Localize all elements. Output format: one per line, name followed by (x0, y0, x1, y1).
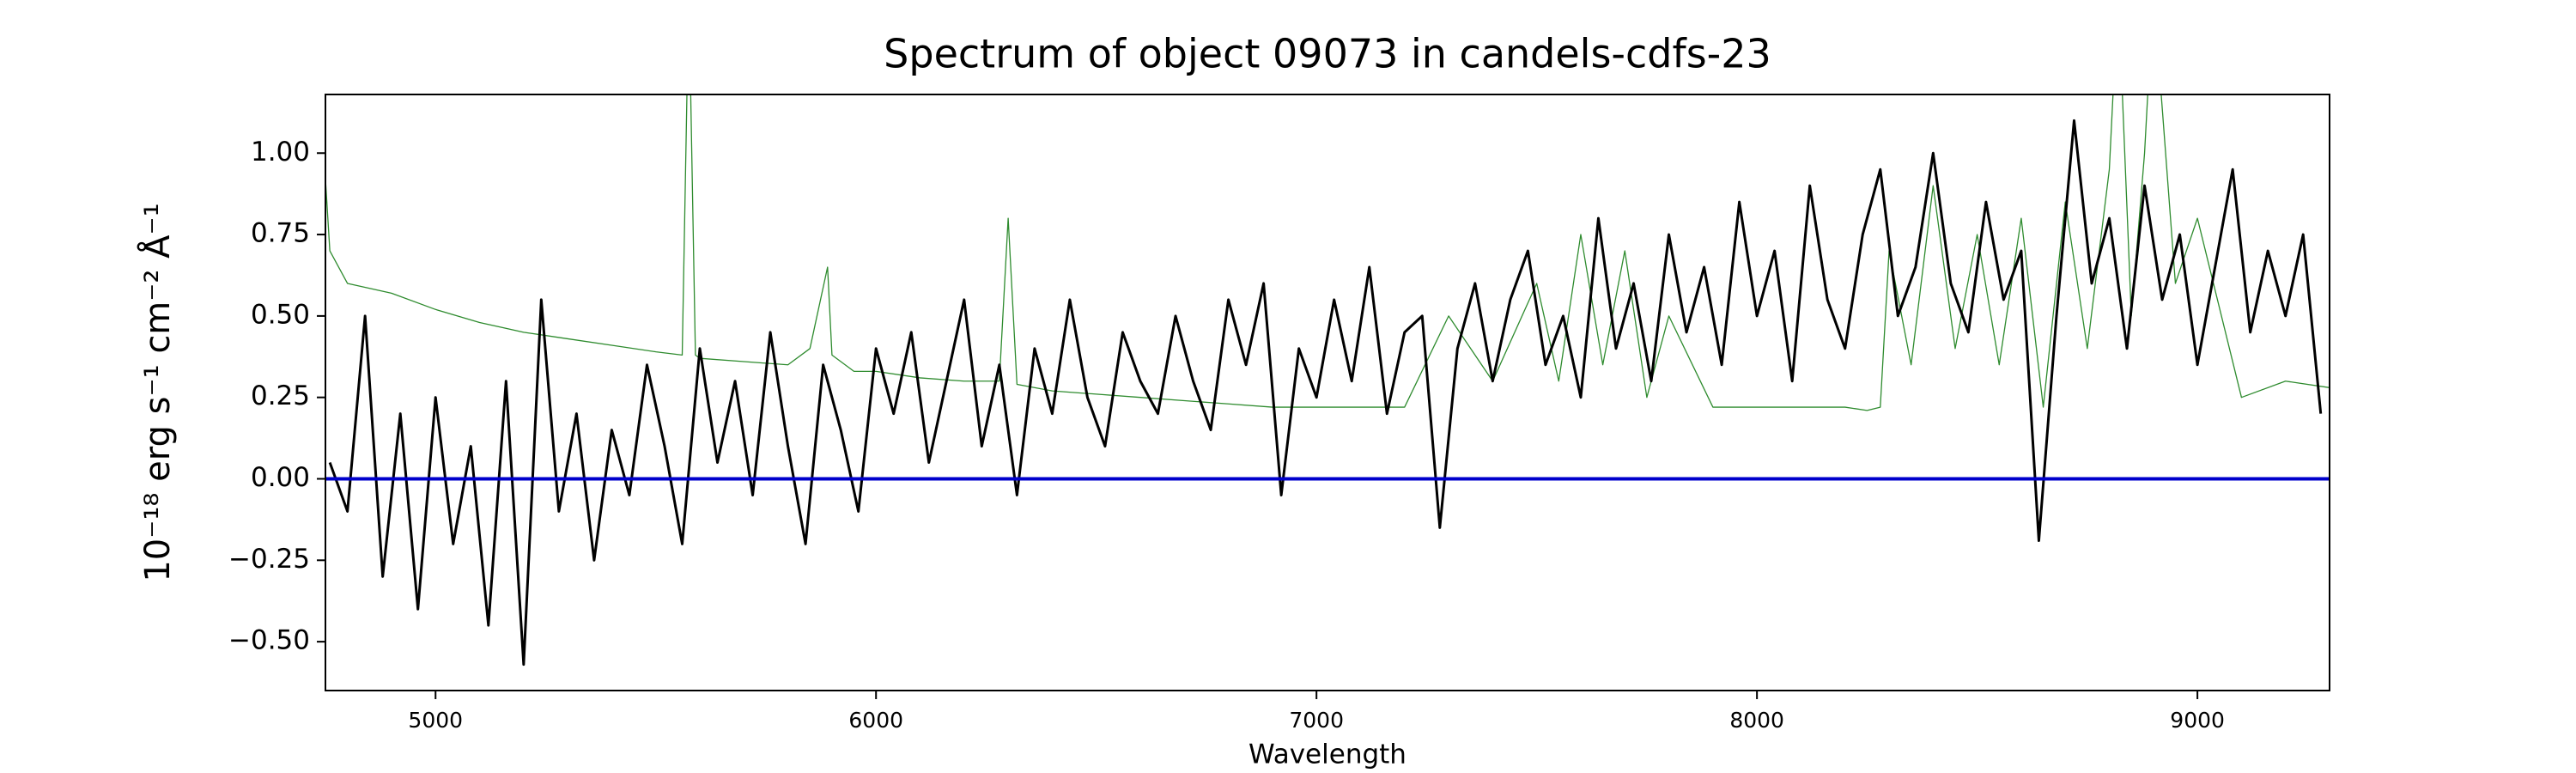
y-tick-label: 0.75 (251, 218, 310, 249)
plot-frame (325, 94, 2330, 691)
y-tick-label: 0.00 (251, 462, 310, 493)
x-axis-label: Wavelength (1249, 740, 1406, 770)
y-tick-label: 1.00 (251, 137, 310, 167)
y-tick-label: 0.25 (251, 380, 310, 411)
x-tick-label: 9000 (2170, 708, 2225, 733)
plot-lines (325, 94, 2330, 666)
x-tick-label: 7000 (1289, 708, 1344, 733)
y-tick-label: −0.50 (228, 625, 310, 656)
y-tick-label: −0.25 (228, 544, 310, 575)
spectrum-line (328, 119, 2323, 666)
x-tick-label: 6000 (848, 708, 903, 733)
x-tick-label: 5000 (408, 708, 463, 733)
x-tick-label: 8000 (1729, 708, 1784, 733)
y-axis-label: 10⁻¹⁸ erg s⁻¹ cm⁻² Å⁻¹ (137, 203, 178, 581)
chart-title: Spectrum of object 09073 in candels-cdfs… (884, 31, 1771, 77)
y-tick-label: 0.50 (251, 299, 310, 330)
